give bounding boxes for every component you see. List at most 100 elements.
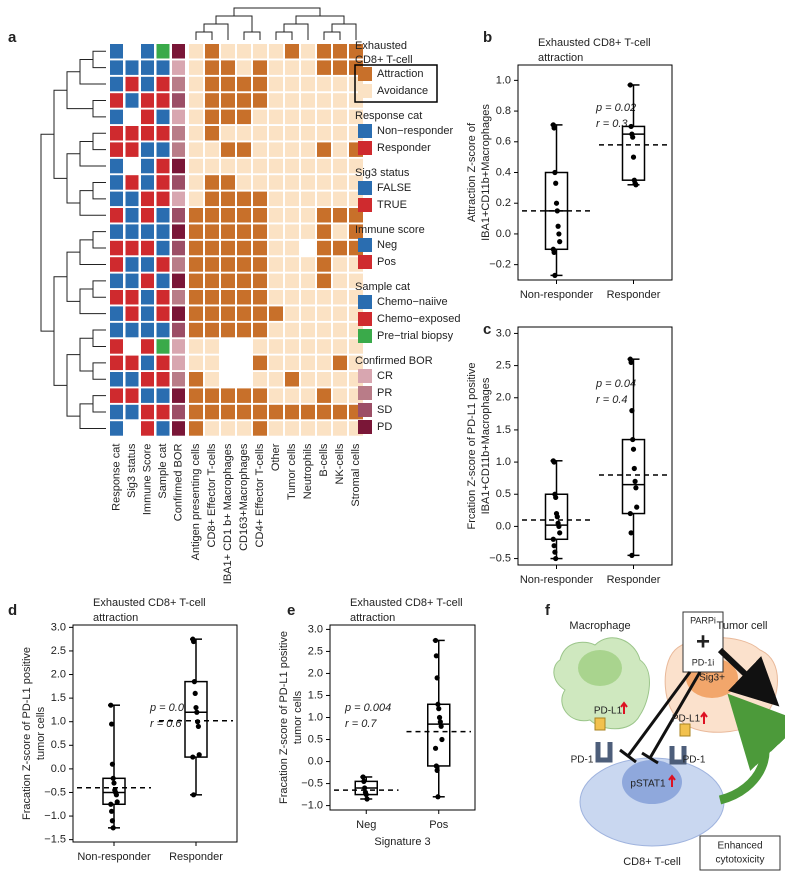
heatmap-cell — [317, 388, 331, 403]
annotation-cell — [141, 322, 154, 338]
panel-letter: d — [8, 602, 17, 619]
heatmap-cell — [237, 126, 251, 141]
annotation-cell — [110, 339, 123, 354]
box-label: cytotoxicity — [716, 855, 765, 866]
dendrogram — [92, 181, 106, 200]
column-label: Sample cat — [157, 444, 169, 499]
heatmap-cell — [189, 240, 203, 256]
y-tick-label: 0.0 — [496, 228, 511, 240]
legend-swatch — [358, 420, 372, 434]
heatmap-cell — [301, 273, 315, 289]
heatmap-cell — [189, 372, 203, 387]
nucleus-label: pSTAT1 — [630, 779, 666, 790]
heatmap-cell — [189, 339, 203, 354]
data-point — [551, 543, 557, 549]
data-point — [114, 799, 120, 805]
annotation-cell — [110, 76, 123, 92]
heatmap-cell — [189, 322, 203, 338]
annotation-cell — [156, 224, 170, 239]
heatmap-cell — [253, 191, 267, 207]
inhibition-line — [626, 671, 692, 757]
heatmap-cell — [253, 273, 267, 289]
annotation-cell — [110, 322, 123, 338]
stat-annotation: r = 0.4 — [596, 394, 628, 406]
column-label: Tumor cells — [286, 443, 298, 500]
heatmap-cell — [221, 240, 235, 256]
x-tick-label: Pos — [429, 819, 448, 831]
data-point — [551, 125, 557, 131]
heatmap-cell — [205, 208, 219, 223]
data-point — [191, 638, 197, 645]
heatmap-cell — [205, 126, 219, 141]
data-point — [554, 208, 560, 214]
data-point — [628, 123, 634, 130]
annotation-cell — [110, 60, 123, 75]
heatmap-cell — [253, 372, 267, 387]
heatmap-cell — [253, 421, 267, 436]
heatmap-cell — [333, 109, 347, 125]
data-point — [436, 706, 442, 712]
heatmap-cell — [333, 355, 347, 371]
heatmap-cell — [333, 191, 347, 207]
y-tick-label: 1.5 — [308, 689, 323, 701]
chart-title: Exhausted CD8+ T-cell — [350, 597, 463, 609]
panel-letter: e — [287, 602, 295, 619]
data-point — [557, 530, 563, 536]
annotation-cell — [110, 273, 123, 289]
annotation-cell — [141, 44, 154, 59]
annotation-cell — [125, 208, 139, 223]
heatmap-cell — [317, 191, 331, 207]
data-point — [433, 653, 439, 659]
data-point — [195, 723, 201, 730]
heatmap-cell — [285, 142, 299, 157]
annotation-cell — [141, 191, 154, 207]
heatmap-cell — [269, 240, 283, 256]
heatmap-cell — [205, 257, 219, 272]
heatmap-cell — [237, 208, 251, 223]
data-point — [438, 723, 444, 729]
heatmap-cell — [221, 224, 235, 239]
data-point — [554, 514, 560, 520]
heatmap-cell — [205, 421, 219, 436]
data-point — [628, 530, 634, 536]
annotation-cell — [125, 404, 139, 420]
data-point — [633, 182, 639, 188]
annotation-cell — [141, 421, 154, 436]
heatmap-cell — [317, 109, 331, 125]
data-point — [631, 465, 637, 472]
data-point — [437, 719, 443, 725]
heatmap-cell — [205, 44, 219, 59]
heatmap-cell — [189, 224, 203, 239]
heatmap-cell — [285, 158, 299, 174]
annotation-cell — [141, 208, 154, 223]
annotation-cell — [110, 257, 123, 272]
drug-label: PD-1i — [692, 657, 715, 667]
heatmap-cell — [253, 388, 267, 403]
legend-title: Confirmed BOR — [355, 355, 433, 367]
annotation-cell — [172, 208, 185, 223]
annotation-cell — [141, 224, 154, 239]
dendrogram — [53, 276, 67, 386]
data-point — [435, 701, 441, 707]
data-point — [110, 775, 116, 781]
annotation-cell — [125, 355, 139, 371]
y-tick-label: 0.6 — [496, 136, 511, 148]
heatmap-cell — [317, 142, 331, 157]
data-point — [109, 808, 115, 814]
heatmap-cell — [237, 142, 251, 157]
annotation-cell — [125, 224, 139, 239]
annotation-cell — [110, 224, 123, 239]
heatmap-cell — [301, 191, 315, 207]
dendrogram — [66, 153, 80, 204]
heatmap-cell — [333, 60, 347, 75]
heatmap-cell — [269, 142, 283, 157]
heatmap-cell — [237, 60, 251, 75]
data-point — [630, 154, 637, 160]
heatmap-cell — [189, 388, 203, 403]
annotation-cell — [156, 191, 170, 207]
heatmap-cell — [189, 142, 203, 157]
annotation-cell — [110, 404, 123, 420]
data-point — [550, 536, 556, 542]
legend-title: Exhausted — [355, 40, 407, 52]
data-point — [556, 231, 562, 237]
